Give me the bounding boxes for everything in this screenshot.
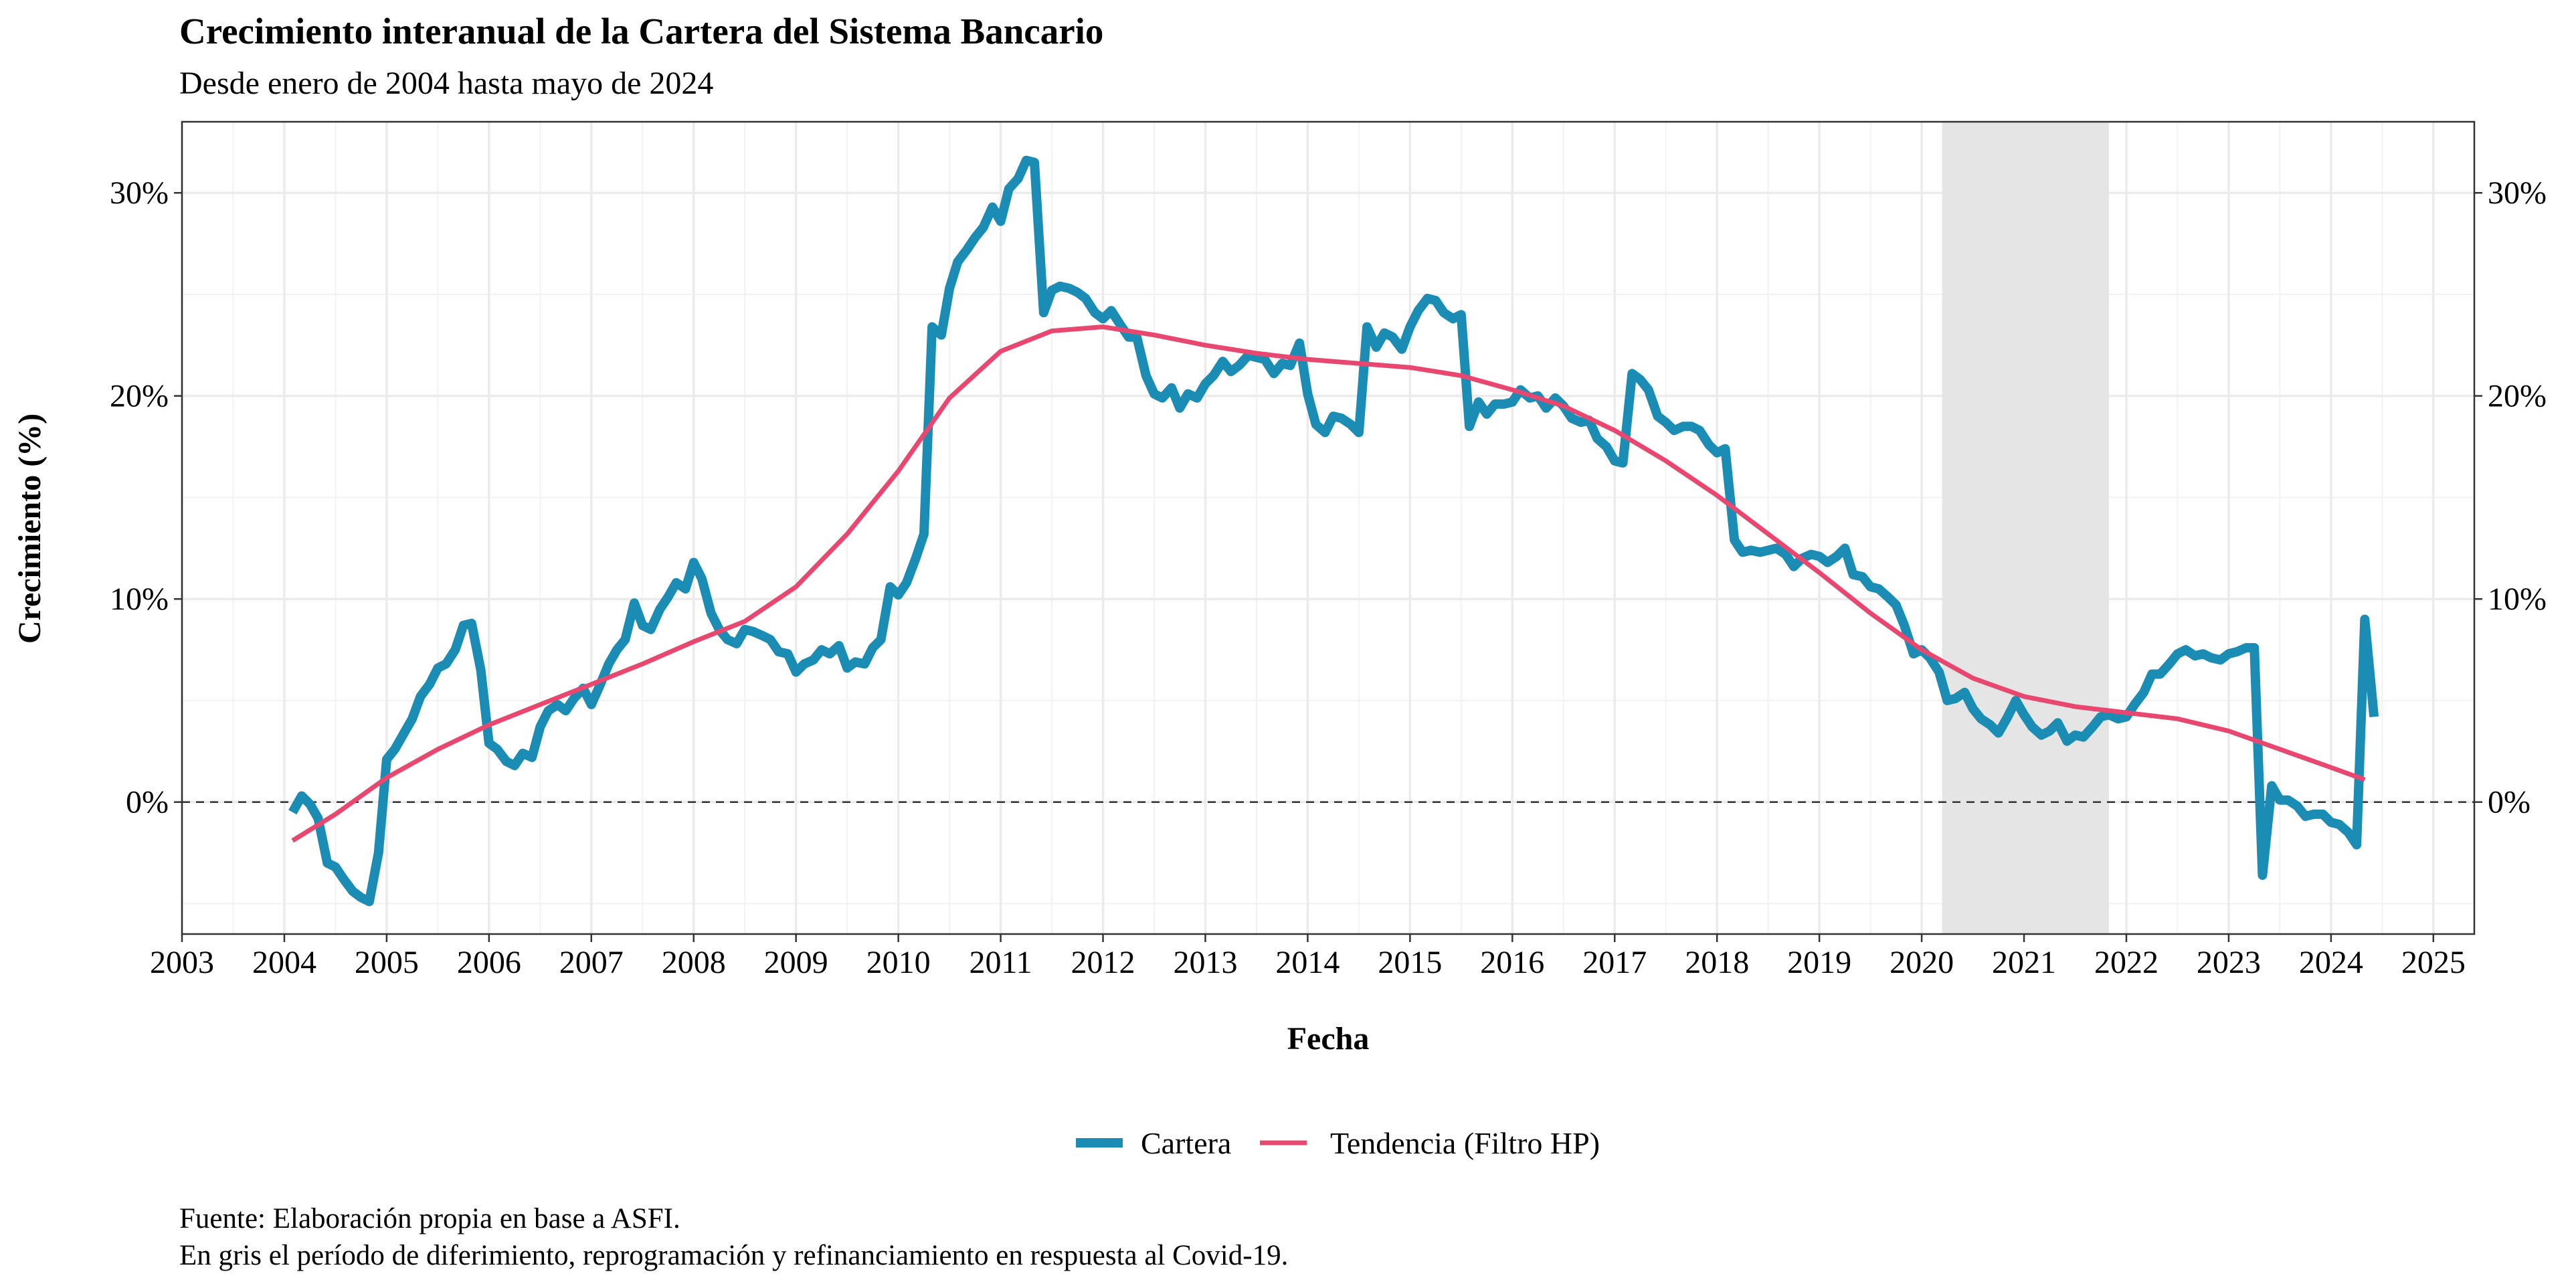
x-tick-label: 2022: [2094, 945, 2158, 980]
x-tick-label: 2003: [150, 945, 214, 980]
x-tick-label: 2009: [764, 945, 828, 980]
y-tick-label-right: 0%: [2488, 785, 2531, 820]
caption-source: Fuente: Elaboración propia en base a ASF…: [179, 1203, 680, 1234]
y-tick-label-right: 30%: [2488, 175, 2547, 211]
legend: Cartera Tendencia (Filtro HP): [1076, 1126, 1600, 1160]
x-tick-label: 2013: [1173, 945, 1237, 980]
y-tick-label-left: 10%: [110, 581, 169, 617]
x-tick-label: 2010: [866, 945, 931, 980]
x-tick-label: 2005: [355, 945, 419, 980]
x-axis-title: Fecha: [1287, 1021, 1370, 1056]
x-tick-label: 2024: [2299, 945, 2363, 980]
x-tick-label: 2020: [1890, 945, 1954, 980]
x-tick-label: 2012: [1071, 945, 1135, 980]
x-tick-label: 2017: [1582, 945, 1647, 980]
series-line-cartera: [288, 155, 2379, 907]
y-axis-title: Crecimiento (%): [12, 413, 48, 644]
x-tick-label: 2004: [252, 945, 316, 980]
x-tick-label: 2019: [1787, 945, 1851, 980]
plot-border: [181, 120, 2476, 935]
x-tick-label: 2021: [1992, 945, 2056, 980]
x-tick-label: 2014: [1275, 945, 1340, 980]
x-tick-label: 2025: [2401, 945, 2466, 980]
covid-shaded-period: [1942, 122, 2109, 934]
x-tick-label: 2015: [1378, 945, 1442, 980]
chart-subtitle: Desde enero de 2004 hasta mayo de 2024: [179, 66, 713, 101]
x-tick-label: 2023: [2197, 945, 2261, 980]
y-tick-label-left: 0%: [126, 785, 169, 820]
series-line-tendencia: [291, 325, 2366, 843]
x-tick-label: 2006: [457, 945, 521, 980]
caption-note: En gris el período de diferimiento, repr…: [179, 1240, 1288, 1271]
x-tick-label: 2008: [662, 945, 726, 980]
legend-label-cartera: Cartera: [1141, 1126, 1231, 1160]
y-tick-label-left: 20%: [110, 379, 169, 414]
y-tick-label-right: 10%: [2488, 581, 2547, 617]
legend-label-tendencia: Tendencia (Filtro HP): [1330, 1126, 1600, 1160]
y-tick-label-right: 20%: [2488, 379, 2547, 414]
x-tick-label: 2011: [969, 945, 1032, 980]
y-tick-label-left: 30%: [110, 175, 169, 211]
x-tick-label: 2007: [559, 945, 624, 980]
x-tick-label: 2016: [1480, 945, 1544, 980]
plot-panel: [182, 122, 2474, 934]
x-tick-label: 2018: [1685, 945, 1749, 980]
plot-area: 2003 2004 2005 2006 2007 2008 2009 2010 2011 2012…: [110, 120, 2547, 980]
chart-title: Crecimiento interanual de la Cartera del…: [179, 11, 1103, 52]
